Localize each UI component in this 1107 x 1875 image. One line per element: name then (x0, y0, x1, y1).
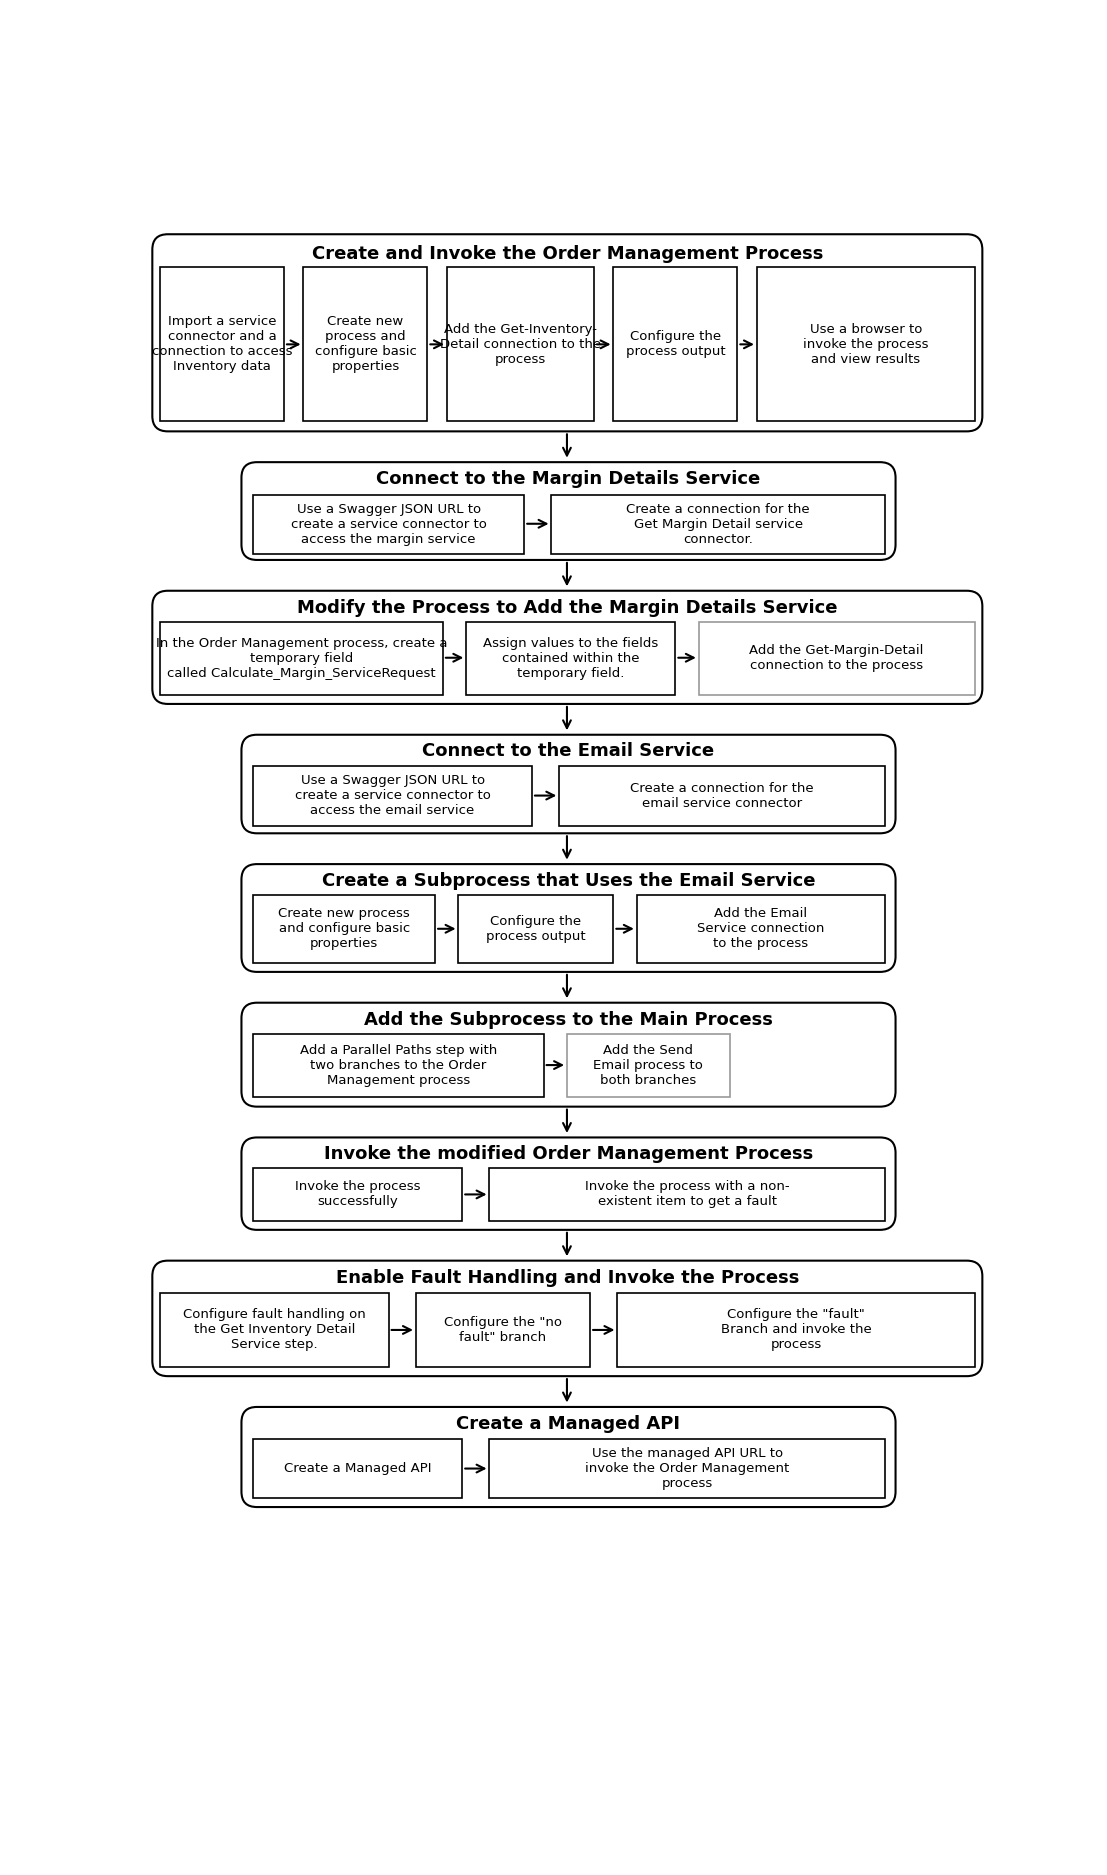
Text: Create a Managed API: Create a Managed API (456, 1416, 681, 1432)
Bar (254, 1033, 544, 1097)
Bar (559, 767, 884, 825)
Text: Create new process
and configure basic
properties: Create new process and configure basic p… (278, 908, 410, 951)
Bar (254, 495, 525, 553)
Bar (637, 894, 884, 962)
Text: Connect to the Margin Details Service: Connect to the Margin Details Service (376, 471, 761, 488)
FancyBboxPatch shape (241, 864, 896, 971)
Bar (303, 268, 427, 422)
FancyBboxPatch shape (241, 1003, 896, 1106)
Text: Add a Parallel Paths step with
two branches to the Order
Management process: Add a Parallel Paths step with two branc… (300, 1044, 497, 1087)
Text: Configure the "fault"
Branch and invoke the
process: Configure the "fault" Branch and invoke … (721, 1309, 871, 1352)
Text: Create a connection for the
Get Margin Detail service
connector.: Create a connection for the Get Margin D… (627, 503, 810, 546)
Text: Use a Swagger JSON URL to
create a service connector to
access the margin servic: Use a Swagger JSON URL to create a servi… (291, 503, 487, 546)
Text: Use a browser to
invoke the process
and view results: Use a browser to invoke the process and … (803, 322, 929, 366)
Text: Invoke the modified Order Management Process: Invoke the modified Order Management Pro… (324, 1146, 814, 1162)
Text: Create a connection for the
email service connector: Create a connection for the email servic… (630, 782, 814, 810)
FancyBboxPatch shape (153, 234, 982, 431)
Text: Create a Subprocess that Uses the Email Service: Create a Subprocess that Uses the Email … (322, 872, 815, 891)
Text: Create and Invoke the Order Management Process: Create and Invoke the Order Management P… (312, 246, 823, 262)
Bar (551, 495, 884, 553)
Text: Add the Get-Margin-Detail
connection to the process: Add the Get-Margin-Detail connection to … (749, 645, 924, 671)
FancyBboxPatch shape (241, 461, 896, 561)
Text: Enable Fault Handling and Invoke the Process: Enable Fault Handling and Invoke the Pro… (335, 1269, 799, 1286)
Text: Create a Managed API: Create a Managed API (284, 1462, 432, 1476)
Text: Use the managed API URL to
invoke the Order Management
process: Use the managed API URL to invoke the Or… (584, 1448, 789, 1491)
Text: Invoke the process with a non-
existent item to get a fault: Invoke the process with a non- existent … (584, 1181, 789, 1208)
Bar (447, 268, 594, 422)
Text: Assign values to the fields
contained within the
temporary field.: Assign values to the fields contained wi… (483, 638, 659, 679)
Text: Configure the "no
fault" branch: Configure the "no fault" branch (444, 1316, 562, 1344)
Text: Add the Subprocess to the Main Process: Add the Subprocess to the Main Process (364, 1011, 773, 1029)
Text: Configure the
process output: Configure the process output (486, 915, 586, 943)
FancyBboxPatch shape (153, 1260, 982, 1376)
Bar (489, 1440, 884, 1498)
Bar (699, 621, 974, 696)
Bar (161, 268, 284, 422)
Text: Add the Get-Inventory-
Detail connection to the
process: Add the Get-Inventory- Detail connection… (439, 322, 601, 366)
Text: Configure the
process output: Configure the process output (625, 330, 725, 358)
Bar (458, 894, 613, 962)
Bar (618, 1294, 974, 1367)
Text: Use a Swagger JSON URL to
create a service connector to
access the email service: Use a Swagger JSON URL to create a servi… (294, 774, 490, 818)
Bar (254, 1440, 463, 1498)
Text: Invoke the process
successfully: Invoke the process successfully (294, 1181, 421, 1208)
Bar (161, 1294, 389, 1367)
Bar (567, 1033, 730, 1097)
Text: Configure fault handling on
the Get Inventory Detail
Service step.: Configure fault handling on the Get Inve… (183, 1309, 365, 1352)
Text: Add the Email
Service connection
to the process: Add the Email Service connection to the … (697, 908, 825, 951)
Text: In the Order Management process, create a
temporary field
called Calculate_Margi: In the Order Management process, create … (156, 638, 447, 679)
FancyBboxPatch shape (241, 1138, 896, 1230)
Text: Connect to the Email Service: Connect to the Email Service (423, 742, 714, 759)
FancyBboxPatch shape (241, 735, 896, 832)
Bar (416, 1294, 590, 1367)
Bar (254, 767, 532, 825)
Bar (254, 1168, 463, 1221)
Text: Create new
process and
configure basic
properties: Create new process and configure basic p… (314, 315, 416, 373)
Bar (757, 268, 974, 422)
FancyBboxPatch shape (241, 1406, 896, 1508)
FancyBboxPatch shape (153, 591, 982, 703)
Bar (466, 621, 675, 696)
Text: Modify the Process to Add the Margin Details Service: Modify the Process to Add the Margin Det… (297, 598, 838, 617)
Bar (254, 894, 435, 962)
Bar (489, 1168, 884, 1221)
Bar (613, 268, 737, 422)
Bar (161, 621, 443, 696)
Text: Add the Send
Email process to
both branches: Add the Send Email process to both branc… (593, 1044, 703, 1087)
Text: Import a service
connector and a
connection to access
Inventory data: Import a service connector and a connect… (152, 315, 292, 373)
